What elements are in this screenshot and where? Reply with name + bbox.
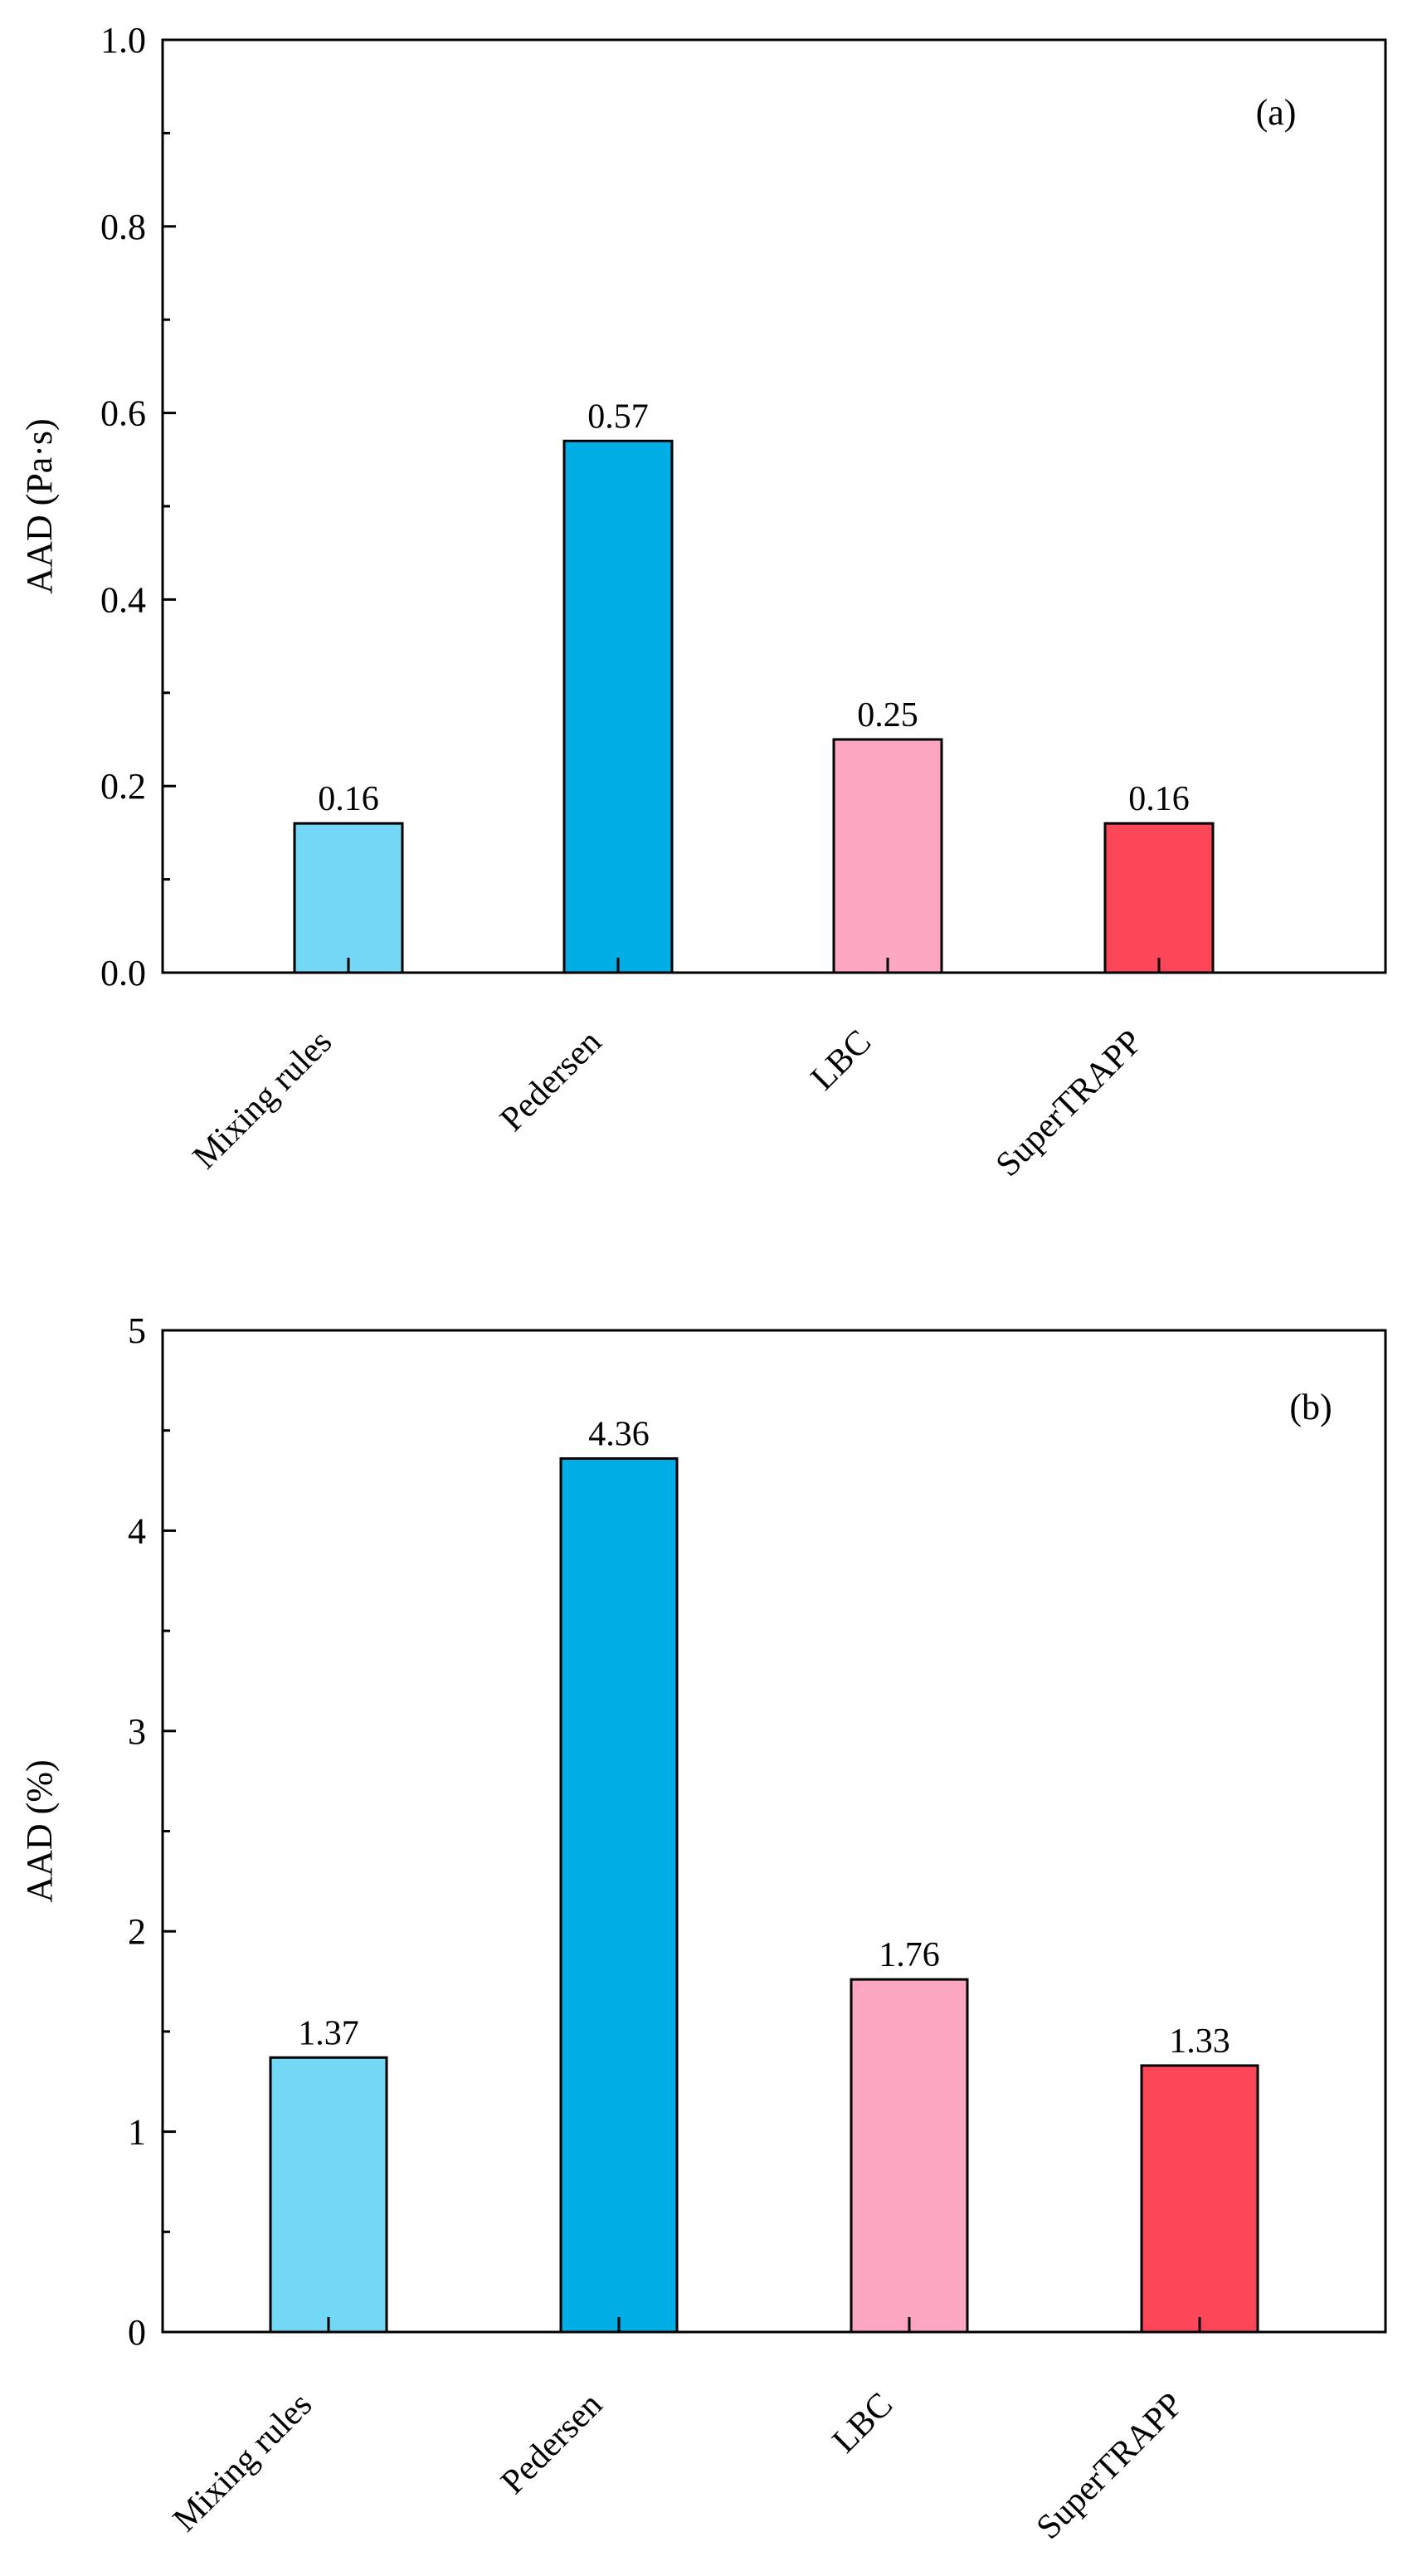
y-tick-label-1: 0.0	[100, 953, 146, 993]
data-label-1: 1.37	[298, 2014, 359, 2052]
category-label-1: Mixing rules	[166, 2386, 319, 2539]
y-tick-label-3: 0.4	[100, 579, 146, 620]
category-label-3: LBC	[825, 2386, 900, 2461]
bar-3	[850, 1978, 969, 2334]
data-label-2: 0.57	[587, 398, 649, 436]
bar-1	[269, 2056, 388, 2334]
y-tick-label-5: 4	[128, 1510, 146, 1551]
category-label-2: Pedersen	[494, 2386, 610, 2502]
data-label-1: 0.16	[318, 780, 379, 818]
plot-frame	[161, 38, 1387, 974]
category-label-4: SuperTRAPP	[1030, 2386, 1191, 2547]
y-axis-title: AAD (Pa·s)	[19, 418, 60, 593]
panel-label: (a)	[1256, 92, 1297, 133]
category-label-3: LBC	[804, 1023, 879, 1098]
panel-label: (b)	[1289, 1387, 1332, 1427]
y-axis-title: AAD (%)	[19, 1759, 60, 1902]
data-label-4: 1.33	[1169, 2022, 1230, 2061]
category-label-2: Pedersen	[493, 1023, 609, 1139]
data-label-3: 1.76	[879, 1936, 940, 1974]
bar-3	[832, 738, 943, 974]
data-label-4: 0.16	[1128, 780, 1190, 818]
y-tick-label-2: 0.2	[100, 766, 146, 807]
y-tick-label-1: 0	[128, 2312, 146, 2353]
y-tick-label-3: 2	[128, 1911, 146, 1952]
y-tick-label-6: 5	[128, 1310, 146, 1351]
data-label-3: 0.25	[857, 696, 918, 734]
chart-panel-b: 1.37 Mixing rules 4.36 Pedersen 1.76 LBC 1.33 S…	[19, 1310, 1387, 2547]
bar-4	[1140, 2064, 1259, 2334]
y-tick-label-2: 1	[128, 2112, 146, 2153]
chart-panel-a: 0.16 Mixing rules 0.57 Pedersen 0.25 LBC 0.16 S…	[19, 20, 1387, 1184]
bar-4	[1103, 822, 1215, 974]
y-tick-label-4: 0.6	[100, 393, 146, 434]
bar-2	[562, 439, 674, 974]
plot-frame	[161, 1329, 1387, 2334]
data-label-2: 4.36	[588, 1415, 650, 1453]
category-label-1: Mixing rules	[186, 1023, 339, 1177]
bar-1	[293, 822, 404, 974]
bar-2	[559, 1456, 679, 2334]
category-label-4: SuperTRAPP	[989, 1023, 1150, 1184]
y-tick-label-4: 3	[128, 1711, 146, 1752]
y-tick-label-6: 1.0	[100, 20, 146, 61]
y-tick-label-5: 0.8	[100, 207, 146, 247]
